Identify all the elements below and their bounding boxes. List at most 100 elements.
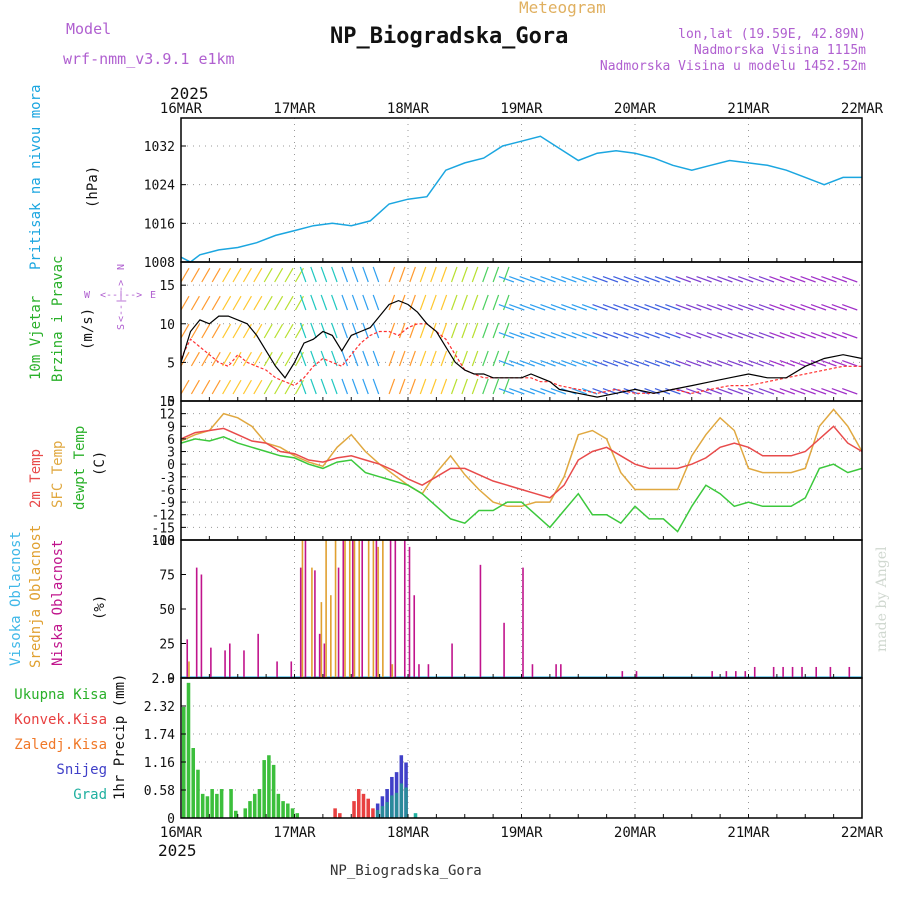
pressure-ytick-label: 1016 (144, 217, 175, 232)
year-bottom: 2025 (158, 841, 197, 860)
wind-arrow (748, 387, 764, 395)
wind-arrow (717, 387, 733, 395)
temp-ytick-label: -3 (159, 471, 175, 486)
compass-n: N (116, 264, 127, 270)
wind-arrow (665, 331, 681, 339)
wind-arrow (550, 359, 567, 367)
wind-arrow (748, 303, 764, 311)
wind-arrow (398, 378, 406, 395)
wind-arrow (696, 331, 712, 339)
wind-arrow (409, 350, 416, 367)
wind-arrow (242, 323, 252, 339)
snow-graupel-bar (399, 783, 404, 818)
wind-arrow (810, 359, 827, 367)
pressure-labels: Pritisak na nivou mora (hPa) (28, 85, 101, 270)
wind-arrow (790, 387, 806, 395)
axis-ticks: 16MAR 16MAR 17MAR 17MAR 18MAR 18MAR 19MAR 19MAR… (144, 101, 884, 841)
wind-arrow (201, 379, 211, 395)
wind-arrow (440, 378, 448, 395)
wind-arrow (232, 351, 242, 367)
wind-arrow (211, 379, 221, 395)
wind-arrow (821, 303, 837, 311)
wind-arrow (737, 303, 754, 311)
wind-arrow (592, 303, 608, 311)
precip-bar (371, 808, 375, 818)
wind-arrow (758, 359, 775, 367)
precip-bar (252, 793, 257, 818)
wind-arrow (492, 350, 500, 367)
wind-arrow (602, 331, 619, 339)
wind-arrow (592, 331, 608, 339)
wind-arrow (644, 275, 660, 283)
pressure-line (180, 135, 862, 263)
wind-arrow (498, 387, 515, 395)
wind-arrow (800, 387, 816, 395)
wind-arrow (471, 294, 479, 311)
wind-arrow (320, 322, 328, 339)
wind-arrow (201, 295, 211, 311)
wind-arrow (519, 275, 535, 283)
wind-arrow (769, 359, 785, 367)
wind-arrow (253, 351, 263, 367)
wind-arrow (242, 351, 252, 367)
wind-arrow (310, 378, 317, 395)
grid-lines (180, 118, 863, 819)
wind-arrow (450, 294, 458, 311)
wind-arrow (769, 387, 785, 395)
temp-ytick-label: -9 (159, 496, 175, 511)
wind-arrow (550, 275, 567, 283)
wind-arrow (800, 359, 816, 367)
day-label-bottom: 17MAR (273, 825, 316, 841)
compass-e: E (150, 290, 156, 301)
wind-arrow (211, 267, 221, 283)
precip-labels: Ukupna Kisa Konvek.Kisa Zaledj.Kisa Snij… (14, 674, 128, 803)
wind-arrow (222, 267, 232, 283)
wind-arrow (529, 303, 546, 311)
wind-arrow (498, 303, 515, 311)
wind-arrow (509, 275, 525, 283)
cloud-unit: (%) (92, 595, 108, 620)
wind-arrow (758, 303, 775, 311)
wind-arrow (779, 387, 796, 395)
wind-arrow (727, 387, 744, 395)
wind-arrow (769, 303, 785, 311)
wind-arrow (482, 266, 489, 283)
compass-h: <--|--> (100, 290, 142, 301)
wind-arrow (842, 331, 858, 339)
wind-arrow (561, 331, 577, 339)
wind-arrow (409, 378, 416, 395)
wind-arrow (222, 295, 232, 311)
wind-arrow (471, 322, 479, 339)
snow-graupel-bar (375, 810, 380, 818)
temp-ytick-label: -18 (152, 534, 175, 549)
wind-arrow (274, 267, 284, 283)
wind-arrow (232, 267, 242, 283)
wind-arrow (242, 267, 252, 283)
wind-arrow (748, 359, 764, 367)
wind-arrow (362, 294, 369, 311)
wind-arrow (284, 267, 294, 283)
temp-unit: (C) (92, 451, 108, 476)
precip-bar (286, 803, 290, 818)
wind-arrow (831, 303, 848, 311)
wind-arrow (398, 350, 406, 367)
wind-arrow (201, 323, 211, 339)
altitude: Nadmorska Visina 1115m (694, 43, 866, 58)
wind-arrow (284, 351, 294, 367)
wind-arrow (419, 322, 427, 339)
wind-arrow (320, 350, 328, 367)
dew-label: dewpt Temp (72, 426, 88, 510)
wind-arrow (320, 294, 328, 311)
wind-arrow (341, 378, 349, 395)
day-label-bottom: 20MAR (614, 825, 657, 841)
wind-arrow (842, 387, 858, 395)
wind-arrow (623, 359, 639, 367)
temp-ytick-label: -12 (152, 509, 175, 524)
wind-arrow (717, 275, 733, 283)
wind-arrow (665, 359, 681, 367)
wind-arrow (180, 267, 190, 283)
t2m-line (180, 425, 863, 499)
wind-arrow (696, 359, 712, 367)
temp-ytick-label: 0 (167, 458, 175, 473)
wind-arrow (430, 294, 437, 311)
